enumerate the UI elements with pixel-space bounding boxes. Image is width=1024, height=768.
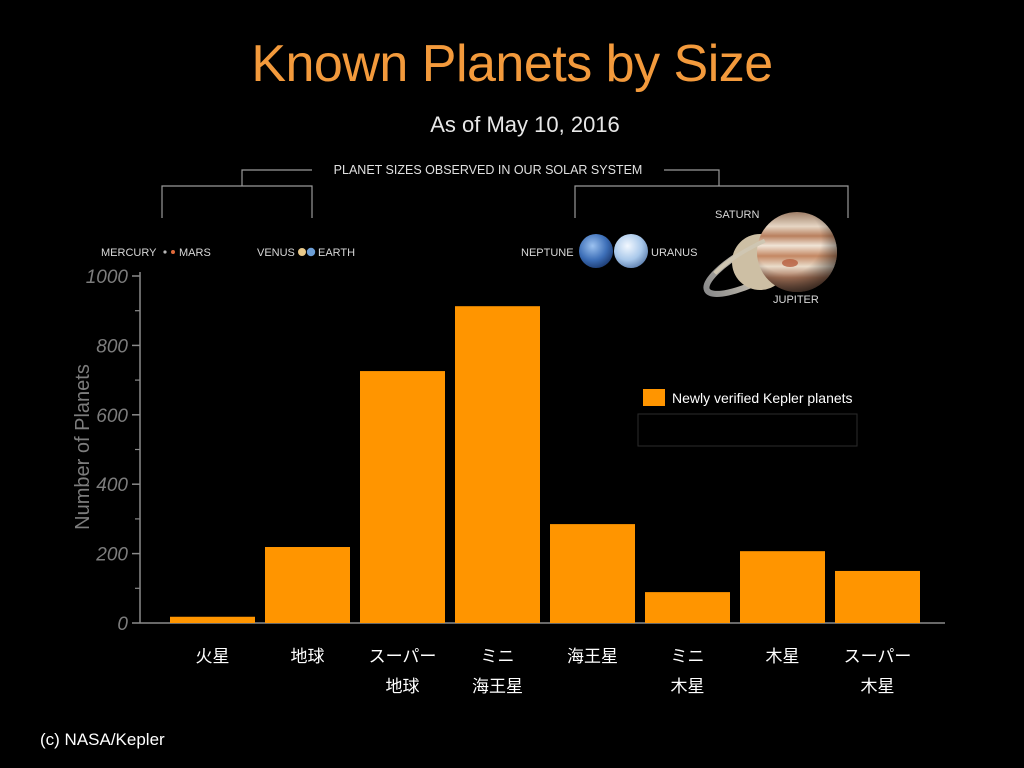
bar bbox=[265, 547, 350, 623]
bar bbox=[645, 592, 730, 623]
legend-swatch bbox=[643, 389, 665, 406]
bar bbox=[170, 616, 255, 623]
chart-title: Known Planets by Size bbox=[251, 35, 773, 93]
mercury-planet-icon bbox=[163, 250, 167, 254]
x-category-label: 木星 bbox=[861, 677, 895, 697]
x-category-label: 海王星 bbox=[472, 677, 523, 697]
legend-box bbox=[637, 413, 858, 447]
x-category-label: 木星 bbox=[671, 677, 705, 697]
chart-subtitle: As of May 10, 2016 bbox=[430, 112, 620, 137]
venus-label: VENUS bbox=[257, 247, 295, 259]
jupiter-planet-icon bbox=[757, 212, 837, 292]
x-category-label: ミニ bbox=[481, 647, 515, 667]
bar bbox=[550, 524, 635, 623]
earth-planet-icon bbox=[306, 247, 316, 257]
mercury-label: MERCURY bbox=[101, 247, 157, 259]
y-tick-label: 200 bbox=[95, 545, 128, 566]
legend: Newly verified Kepler planets bbox=[637, 389, 858, 447]
x-category-label: 地球 bbox=[291, 647, 325, 667]
solar-system-header: PLANET SIZES OBSERVED IN OUR SOLAR SYSTE… bbox=[334, 163, 643, 177]
neptune-label: NEPTUNE bbox=[521, 247, 574, 259]
x-category-label: 地球 bbox=[386, 677, 420, 697]
venus-planet-icon bbox=[298, 248, 306, 256]
x-category-label: ミニ bbox=[671, 647, 705, 667]
x-category-label: 木星 bbox=[766, 647, 800, 667]
bar bbox=[835, 570, 920, 623]
uranus-label: URANUS bbox=[651, 247, 697, 259]
earth-label: EARTH bbox=[318, 247, 355, 259]
x-category-label: スーパー bbox=[369, 647, 437, 667]
uranus-planet-icon bbox=[614, 234, 648, 268]
legend-label: Newly verified Kepler planets bbox=[672, 390, 853, 406]
x-category-label: スーパー bbox=[844, 647, 912, 667]
neptune-planet-icon bbox=[579, 234, 613, 268]
y-tick-label: 0 bbox=[117, 614, 128, 635]
y-tick-label: 400 bbox=[96, 475, 128, 496]
mars-planet-icon bbox=[171, 250, 175, 254]
saturn-label: SATURN bbox=[715, 209, 759, 221]
jupiter-label: JUPITER bbox=[773, 294, 819, 306]
bar bbox=[360, 371, 445, 623]
y-axis-label: Number of Planets bbox=[72, 364, 94, 530]
mars-label: MARS bbox=[179, 247, 211, 259]
x-category-label: 火星 bbox=[196, 647, 230, 667]
bar bbox=[455, 306, 540, 623]
y-tick-label: 600 bbox=[96, 406, 128, 427]
credit-text: (c) NASA/Kepler bbox=[40, 730, 165, 749]
y-tick-label: 800 bbox=[96, 336, 128, 357]
solar-system-bracket bbox=[161, 169, 849, 218]
bar bbox=[740, 551, 825, 623]
y-tick-label: 1000 bbox=[86, 267, 129, 288]
x-category-label: 海王星 bbox=[567, 647, 618, 667]
